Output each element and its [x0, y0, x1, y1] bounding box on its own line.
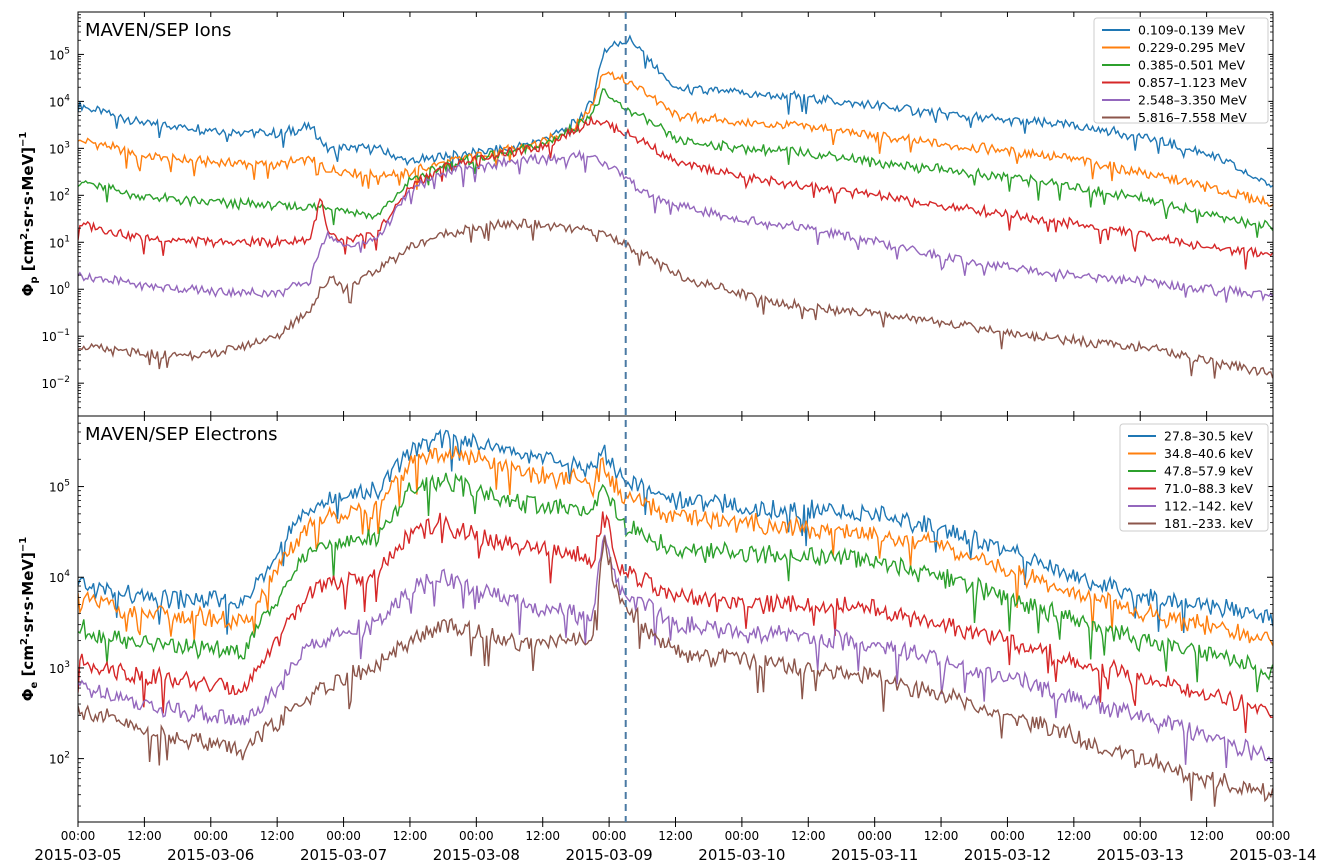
ions-panel: 10−2 10−1 100 101 102 103 104 105 MAVEN/SEP Ions… [18, 11, 1274, 417]
electrons-panel: 102 103 104 105 MAVEN/SEP Electrons Φe [cm2·s… [18, 415, 1274, 823]
x-tick-time: 12:00 [127, 829, 162, 843]
y-tick-label: 104 [49, 93, 70, 109]
legend-entry: 2.548–3.350 MeV [1138, 93, 1247, 108]
x-tick-time: 00:00 [1256, 829, 1291, 843]
y-tick-label: 105 [49, 479, 70, 495]
y-tick-label: 100 [49, 281, 70, 297]
x-tick-time: 12:00 [924, 829, 959, 843]
legend-box [1119, 423, 1269, 532]
x-tick-time: 00:00 [857, 829, 892, 843]
x-tick-date: 2015-03-05 [34, 846, 121, 864]
series-line-0 [78, 34, 1273, 188]
x-tick-date: 2015-03-12 [964, 846, 1051, 864]
x-tick-date: 2015-03-14 [1229, 846, 1316, 864]
x-tick-date: 2015-03-06 [167, 846, 254, 864]
x-tick-time: 12:00 [1189, 829, 1224, 843]
y-tick-label: 10−2 [41, 375, 70, 391]
shared-time-axis: 00:00 2015-03-05 12:00 00:00 2015-03-06 12:00… [34, 12, 1317, 864]
y-tick-label: 105 [49, 46, 70, 62]
y-axis-label: Φp [cm2·sr·s·MeV]−1 [18, 132, 40, 297]
x-tick-time: 12:00 [658, 829, 693, 843]
x-tick-date: 2015-03-11 [831, 846, 918, 864]
legend-entry: 0.229-0.295 MeV [1138, 40, 1246, 55]
x-tick-time: 12:00 [260, 829, 295, 843]
legend-entry: 0.385-0.501 MeV [1138, 58, 1246, 73]
x-tick-date: 2015-03-09 [566, 846, 653, 864]
x-tick-date: 2015-03-13 [1097, 846, 1184, 864]
series-line-1 [78, 445, 1273, 646]
y-axis-label: Φe [cm2·sr·s·MeV]−1 [18, 537, 40, 701]
x-tick-time: 00:00 [592, 829, 627, 843]
y-tick-label: 102 [49, 187, 70, 203]
x-tick-time: 00:00 [1123, 829, 1158, 843]
panel-title: MAVEN/SEP Electrons [85, 424, 278, 445]
x-tick-time: 00:00 [725, 829, 760, 843]
x-tick-time: 12:00 [393, 829, 428, 843]
legend-entry: 5.816–7.558 MeV [1138, 110, 1247, 125]
series-line-3 [78, 511, 1273, 734]
series-line-2 [78, 88, 1273, 238]
legend-entry: 112.–142. keV [1164, 499, 1253, 514]
legend-entry: 27.8–30.5 keV [1164, 429, 1253, 444]
series-line-5 [78, 536, 1273, 807]
legend-box [1093, 17, 1269, 124]
legend-entry: 0.109-0.139 MeV [1138, 23, 1246, 38]
legend-entry: 47.8–57.9 keV [1164, 464, 1253, 479]
y-tick-label: 103 [49, 660, 70, 676]
x-tick-time: 12:00 [1057, 829, 1092, 843]
series-line-0 [78, 428, 1273, 635]
panel-title: MAVEN/SEP Ions [85, 20, 231, 41]
series-line-1 [78, 71, 1273, 207]
x-tick-time: 00:00 [326, 829, 361, 843]
series-line-4 [78, 149, 1273, 303]
x-tick-time: 00:00 [61, 829, 96, 843]
legend-entry: 71.0–88.3 keV [1164, 481, 1253, 496]
legend: 27.8–30.5 keV 34.8–40.6 keV 47.8–57.9 keV 7… [1119, 423, 1269, 532]
x-tick-time: 00:00 [193, 829, 228, 843]
x-tick-date: 2015-03-07 [300, 846, 387, 864]
y-tick-label: 104 [49, 569, 70, 585]
legend-entry: 181.–233. keV [1164, 516, 1253, 531]
series-line-4 [78, 534, 1273, 769]
x-tick-time: 12:00 [791, 829, 826, 843]
x-tick-time: 12:00 [525, 829, 560, 843]
y-tick-label: 101 [49, 234, 70, 250]
legend: 0.109-0.139 MeV 0.229-0.295 MeV 0.385-0.50… [1093, 17, 1269, 125]
y-tick-label: 103 [49, 140, 70, 156]
series-line-3 [78, 114, 1273, 270]
series-line-5 [78, 218, 1273, 379]
x-tick-time: 00:00 [459, 829, 494, 843]
y-tick-label: 102 [49, 751, 70, 767]
legend-entry: 34.8–40.6 keV [1164, 446, 1253, 461]
y-tick-label: 10−1 [41, 328, 70, 344]
series-line-2 [78, 472, 1273, 693]
x-tick-date: 2015-03-08 [433, 846, 520, 864]
x-tick-date: 2015-03-10 [698, 846, 785, 864]
legend-entry: 0.857–1.123 MeV [1138, 75, 1247, 90]
x-tick-time: 00:00 [990, 829, 1025, 843]
